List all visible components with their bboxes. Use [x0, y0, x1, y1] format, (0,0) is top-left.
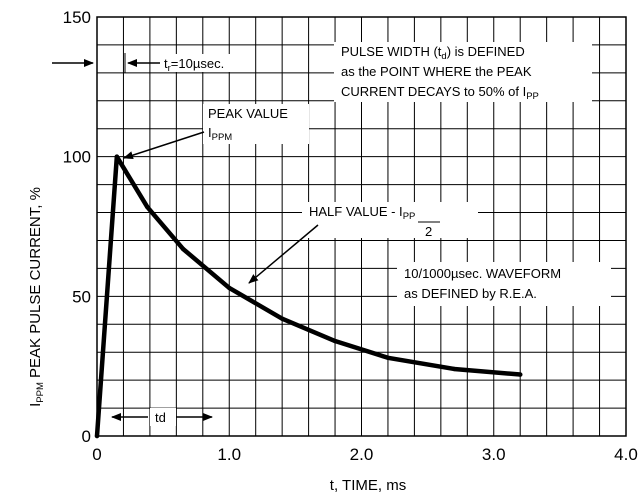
peak-value-line1: PEAK VALUE [208, 106, 288, 121]
y-tick-label: 100 [63, 148, 91, 167]
x-tick-label: 4.0 [614, 445, 638, 464]
td-label-background [150, 408, 176, 426]
pulse-width-line3-prefix: CURRENT DECAYS to 50% of I [341, 84, 526, 99]
td-label: td [155, 410, 166, 425]
y-axis-label-prefix: I [27, 403, 44, 407]
pulse-width-background [334, 42, 592, 102]
y-tick-label: 50 [72, 287, 91, 306]
pulse-width-line1-sub: d [441, 51, 446, 62]
tr-label-background [160, 54, 246, 72]
y-axis-label-sub: PPM [35, 382, 46, 403]
data-point [94, 433, 100, 439]
waveform-annotation: 10/1000µsec. WAVEFORM as DEFINED by R.E.… [397, 262, 611, 306]
data-point [180, 246, 186, 252]
data-point [279, 316, 285, 321]
x-tick-label: 0 [92, 445, 101, 464]
y-tick-label: 150 [63, 8, 91, 27]
tr-label-rest: =10µsec. [171, 56, 224, 71]
tr-label-prefix: t [164, 56, 168, 71]
waveform-line2: as DEFINED by R.E.A. [404, 286, 537, 301]
pulse-width-line1-prefix: PULSE WIDTH (t [341, 44, 442, 59]
peak-value-line2: IPPM [208, 125, 232, 143]
waveform-line1: 10/1000µsec. WAVEFORM [404, 266, 561, 281]
tr-annotation: tr=10µsec. [52, 53, 246, 74]
data-point [332, 338, 338, 344]
x-axis-label: t, TIME, ms [330, 477, 406, 494]
pulse-width-line3: CURRENT DECAYS to 50% of IPP [341, 84, 539, 102]
data-point [114, 154, 120, 159]
tr-label-sub: r [168, 63, 171, 74]
pulse-width-line2: as the POINT WHERE the PEAK [341, 64, 532, 79]
half-value-background [302, 202, 478, 238]
half-value-denominator: 2 [425, 224, 432, 239]
pulse-width-annotation: PULSE WIDTH (td) is DEFINED as the POINT… [334, 42, 592, 102]
half-value-arrow [248, 224, 319, 284]
td-annotation: td [111, 408, 213, 426]
x-tick-label: 1.0 [217, 445, 241, 464]
data-point [451, 366, 457, 372]
x-tick-label: 3.0 [482, 445, 506, 464]
waveform-background [397, 262, 611, 306]
data-point [145, 204, 150, 210]
data-point [518, 372, 523, 377]
y-axis-label: IPPM PEAK PULSE CURRENT, % [27, 187, 46, 407]
x-tick-label: 2.0 [350, 445, 374, 464]
half-value-prefix: HALF VALUE - I [309, 204, 403, 219]
pulse-width-line1: PULSE WIDTH (td) is DEFINED [341, 44, 525, 62]
peak-value-annotation: PEAK VALUE IPPM [123, 104, 309, 160]
peak-value-line2-sub: PPM [212, 132, 233, 143]
tick-labels: 0 1.0 2.0 3.0 4.0 0 50 100 150 [63, 8, 638, 464]
peak-value-arrow [123, 131, 205, 160]
tr-label: tr=10µsec. [164, 56, 224, 74]
pulse-width-line1-rest: ) is DEFINED [447, 44, 525, 59]
plot-frame [96, 16, 627, 437]
y-axis-label-rest: PEAK PULSE CURRENT, % [27, 187, 44, 382]
peak-value-line2-prefix: I [208, 125, 212, 140]
peak-value-background [203, 104, 309, 144]
data-point [227, 285, 232, 291]
series-line [94, 154, 523, 439]
series-points [94, 154, 523, 439]
pulse-width-line3-sub: PP [526, 91, 539, 102]
half-value-sub: PP [403, 211, 416, 222]
y-tick-label: 0 [82, 427, 91, 446]
data-point [385, 355, 391, 360]
half-value-annotation: HALF VALUE - IPP 2 [248, 202, 478, 284]
half-value-label: HALF VALUE - IPP [309, 204, 415, 222]
